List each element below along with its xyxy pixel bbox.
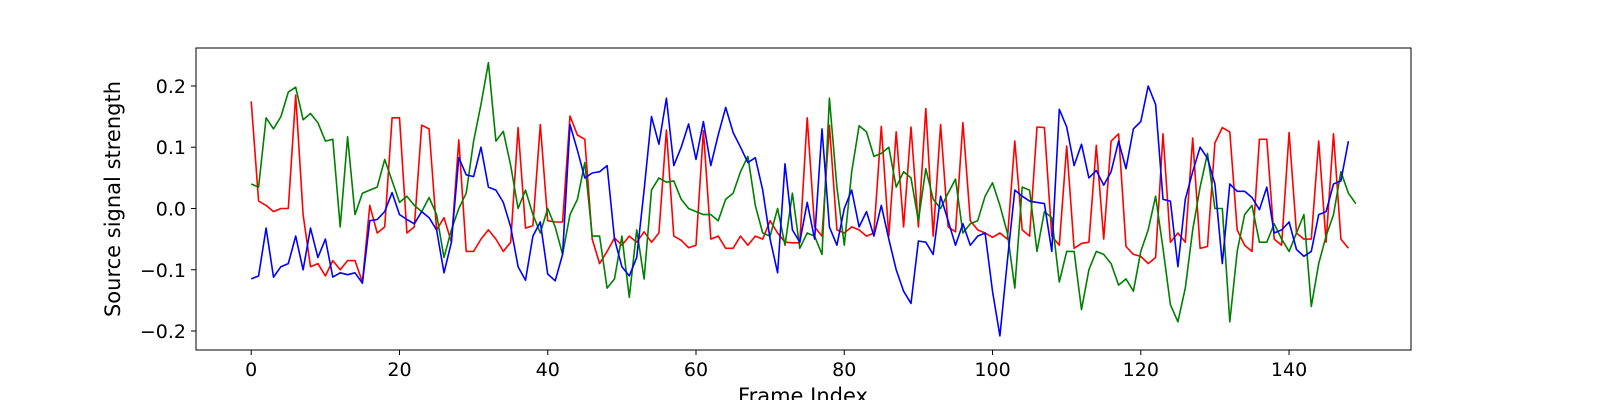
series-line-1 bbox=[250, 94, 1350, 283]
x-tick-label: 60 bbox=[684, 359, 708, 381]
y-tick-label: 0.0 bbox=[156, 198, 186, 220]
series-lines bbox=[250, 61, 1357, 337]
y-axis-ticks: −0.2 −0.1 0.0 0.1 0.2 bbox=[140, 76, 196, 343]
x-tick-label: 40 bbox=[536, 359, 560, 381]
x-tick-label: 80 bbox=[832, 359, 856, 381]
series-line-2 bbox=[250, 61, 1357, 323]
y-tick-label: 0.2 bbox=[156, 76, 186, 98]
x-axis-label: Frame Index bbox=[738, 384, 868, 400]
x-tick-label: 0 bbox=[245, 359, 257, 381]
plot-frame bbox=[195, 47, 1412, 351]
x-axis-ticks: 0 20 40 60 80 100 120 140 bbox=[245, 350, 1307, 381]
y-tick-label: −0.2 bbox=[140, 321, 186, 343]
y-tick-label: 0.1 bbox=[156, 137, 186, 159]
x-tick-label: 100 bbox=[974, 359, 1010, 381]
series-line-3 bbox=[250, 85, 1350, 337]
x-tick-label: 140 bbox=[1271, 359, 1307, 381]
x-tick-label: 120 bbox=[1123, 359, 1159, 381]
x-tick-label: 20 bbox=[387, 359, 411, 381]
y-tick-label: −0.1 bbox=[140, 260, 186, 282]
y-axis-label: Source signal strength bbox=[101, 81, 125, 317]
